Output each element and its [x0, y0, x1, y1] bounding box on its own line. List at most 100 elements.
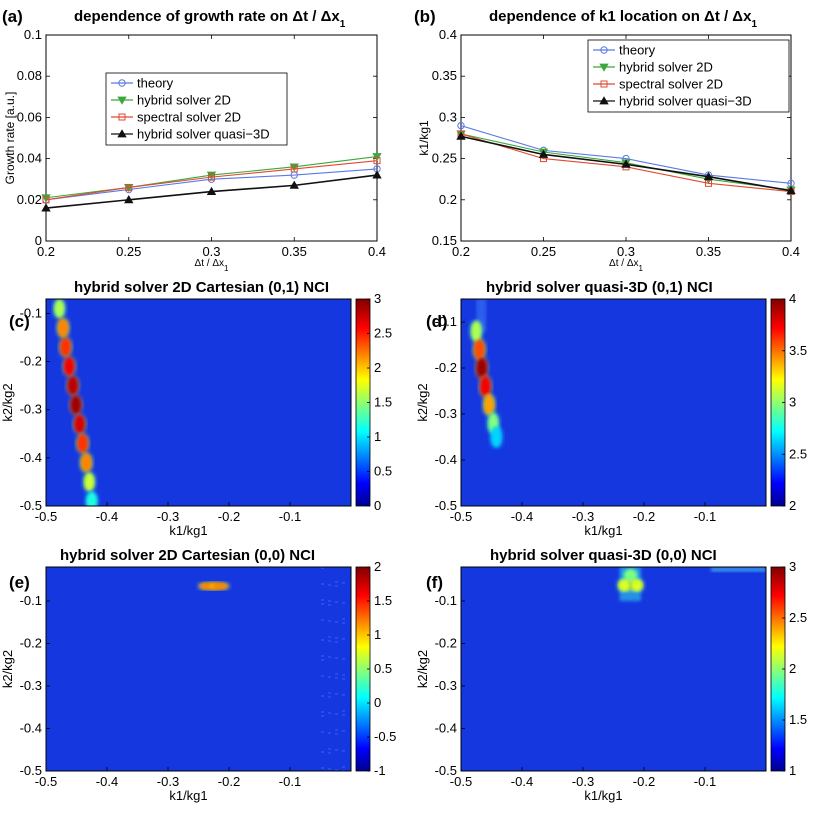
heat-spot	[86, 492, 97, 506]
data-point	[373, 157, 381, 165]
x-tick-label: 0.4	[368, 244, 386, 259]
legend-marker	[599, 96, 609, 105]
heatmap-background	[46, 567, 351, 771]
x-tick-label: -0.5	[450, 774, 472, 789]
y-tick-label: -0.2	[20, 636, 42, 651]
legend-entry: theory	[137, 76, 174, 91]
colorbar-tick-label: 3	[374, 291, 381, 306]
legend-box	[105, 72, 288, 146]
x-axis-label: k1/kg1	[584, 523, 622, 538]
y-tick-label: -0.4	[435, 721, 457, 736]
x-axis-label: Δt / Δx1	[609, 258, 643, 273]
noise-speck	[335, 641, 338, 643]
heat-spot	[60, 338, 71, 357]
y-tick-label: -0.2	[435, 636, 457, 651]
streak	[711, 567, 766, 572]
x-tick-label: -0.5	[35, 509, 57, 524]
noise-speck	[328, 600, 331, 602]
colorbar-tick-label: 4	[789, 291, 796, 306]
y-axis-label: k2/kg2	[415, 383, 430, 421]
legend-entry: hybrid solver 2D	[619, 60, 713, 75]
noise-speck	[335, 769, 338, 771]
noise-speck	[321, 695, 324, 697]
noise-speck	[335, 693, 338, 695]
data-point	[372, 153, 382, 162]
plot-frame	[460, 298, 767, 507]
colorbar-tick-label: 2	[789, 498, 796, 513]
heatmap-features	[52, 299, 99, 506]
y-tick-label: 0.1	[24, 27, 42, 42]
noise-speck	[328, 656, 331, 658]
y-tick-label: 0	[35, 233, 42, 248]
legend-entry: hybrid solver quasi−3D	[137, 127, 270, 142]
y-tick-label: -0.4	[20, 450, 42, 465]
noise-speck	[342, 678, 345, 680]
x-tick-label: 0.2	[37, 244, 55, 259]
data-point	[290, 165, 298, 173]
y-tick-label: -0.4	[20, 721, 42, 736]
x-tick-label: 0.35	[282, 244, 307, 259]
y-tick-label: -0.3	[20, 678, 42, 693]
chart-title: dependence of k1 location on Δt / Δx1	[489, 8, 757, 30]
x-tick-label: 0.3	[202, 244, 220, 259]
noise-speck	[328, 752, 331, 754]
noise-speck	[328, 712, 331, 714]
panel-d: hybrid solver quasi-3D (0,1) NCI(d)-0.5-…	[415, 279, 807, 538]
colorbar-tick-label: 2	[374, 360, 381, 375]
x-axis-label: k1/kg1	[584, 788, 622, 803]
noise-speck	[342, 622, 345, 624]
noise-speck	[342, 674, 345, 676]
noise-speck	[321, 751, 324, 753]
noise-speck	[321, 659, 324, 661]
noise-speck	[328, 636, 331, 638]
y-tick-label: 0.06	[17, 109, 42, 124]
noise-speck	[335, 637, 338, 639]
heat-spot	[491, 427, 502, 447]
colorbar-tick-label: 0	[374, 498, 381, 513]
noise-speck	[321, 655, 324, 657]
y-tick-label: -0.1	[435, 593, 457, 608]
chart-title: hybrid solver 2D Cartesian (0,1) NCI	[74, 279, 329, 296]
colorbar-tick-label: 1.5	[789, 712, 807, 727]
y-tick-label: -0.5	[435, 498, 457, 513]
colorbar-tick-label: 2	[374, 559, 381, 574]
x-tick-label: -0.3	[572, 774, 594, 789]
noise-speck	[342, 694, 345, 696]
legend-marker	[600, 46, 608, 54]
noise-speck	[328, 732, 331, 734]
x-tick-label: -0.3	[572, 509, 594, 524]
heatmap-features	[197, 567, 345, 771]
noise-speck	[342, 658, 345, 660]
noise-speck	[328, 676, 331, 678]
colorbar-tick-label: 1	[374, 429, 381, 444]
heat-spot	[81, 453, 92, 472]
noise-speck	[321, 639, 324, 641]
heatmap-features	[469, 299, 504, 448]
legend-entry: hybrid solver 2D	[137, 93, 231, 108]
legend-entry: spectral solver 2D	[619, 77, 723, 92]
panel-a: (a) dependence of growth rate on Δt / Δx1…	[2, 7, 386, 273]
colorbar-tick-label: -0.5	[374, 729, 396, 744]
y-tick-label: 0.25	[432, 151, 457, 166]
chart-title: hybrid solver quasi-3D (0,1) NCI	[486, 279, 713, 296]
y-tick-label: 0.08	[17, 68, 42, 83]
noise-speck	[342, 638, 345, 640]
noise-speck	[342, 710, 345, 712]
y-tick-label: -0.3	[435, 406, 457, 421]
noise-speck	[342, 714, 345, 716]
data-point	[289, 180, 299, 189]
data-point	[372, 170, 382, 179]
y-axis-label: k1/kg1	[417, 120, 431, 156]
streak	[476, 299, 487, 332]
panel-label: (a)	[2, 7, 23, 26]
y-tick-label: 0.02	[17, 192, 42, 207]
noise-speck	[328, 748, 331, 750]
x-tick-label: -0.5	[450, 509, 472, 524]
y-tick-label: -0.5	[20, 498, 42, 513]
heat-spot	[67, 376, 78, 395]
colorbar-tick-label: 2	[789, 661, 796, 676]
heatmap-background	[46, 299, 351, 506]
x-tick-label: -0.4	[511, 774, 533, 789]
noise-speck	[328, 692, 331, 694]
